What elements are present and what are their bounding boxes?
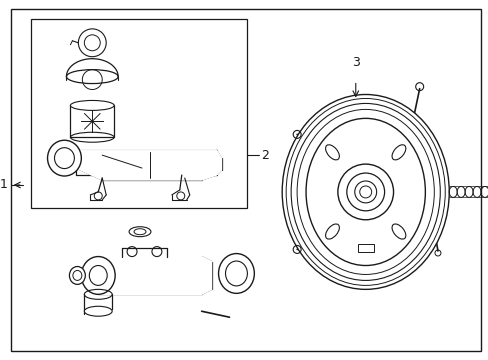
Polygon shape — [76, 150, 221, 180]
Ellipse shape — [129, 227, 151, 237]
Ellipse shape — [282, 94, 448, 289]
Bar — [31, 19, 247, 208]
Ellipse shape — [134, 229, 146, 235]
Ellipse shape — [47, 140, 81, 176]
Bar — [70, 105, 114, 137]
Ellipse shape — [69, 266, 85, 284]
Ellipse shape — [81, 257, 115, 294]
Text: 1: 1 — [0, 179, 8, 192]
Ellipse shape — [305, 118, 425, 266]
Text: 2: 2 — [261, 149, 268, 162]
Text: 3: 3 — [351, 56, 359, 69]
Ellipse shape — [391, 145, 405, 160]
Ellipse shape — [325, 224, 339, 239]
Ellipse shape — [359, 186, 371, 198]
Ellipse shape — [391, 224, 405, 239]
Ellipse shape — [84, 306, 112, 316]
Ellipse shape — [218, 253, 254, 293]
Ellipse shape — [54, 148, 74, 168]
Ellipse shape — [70, 100, 114, 111]
Polygon shape — [98, 257, 211, 294]
Ellipse shape — [325, 145, 339, 160]
Bar — [357, 244, 373, 252]
